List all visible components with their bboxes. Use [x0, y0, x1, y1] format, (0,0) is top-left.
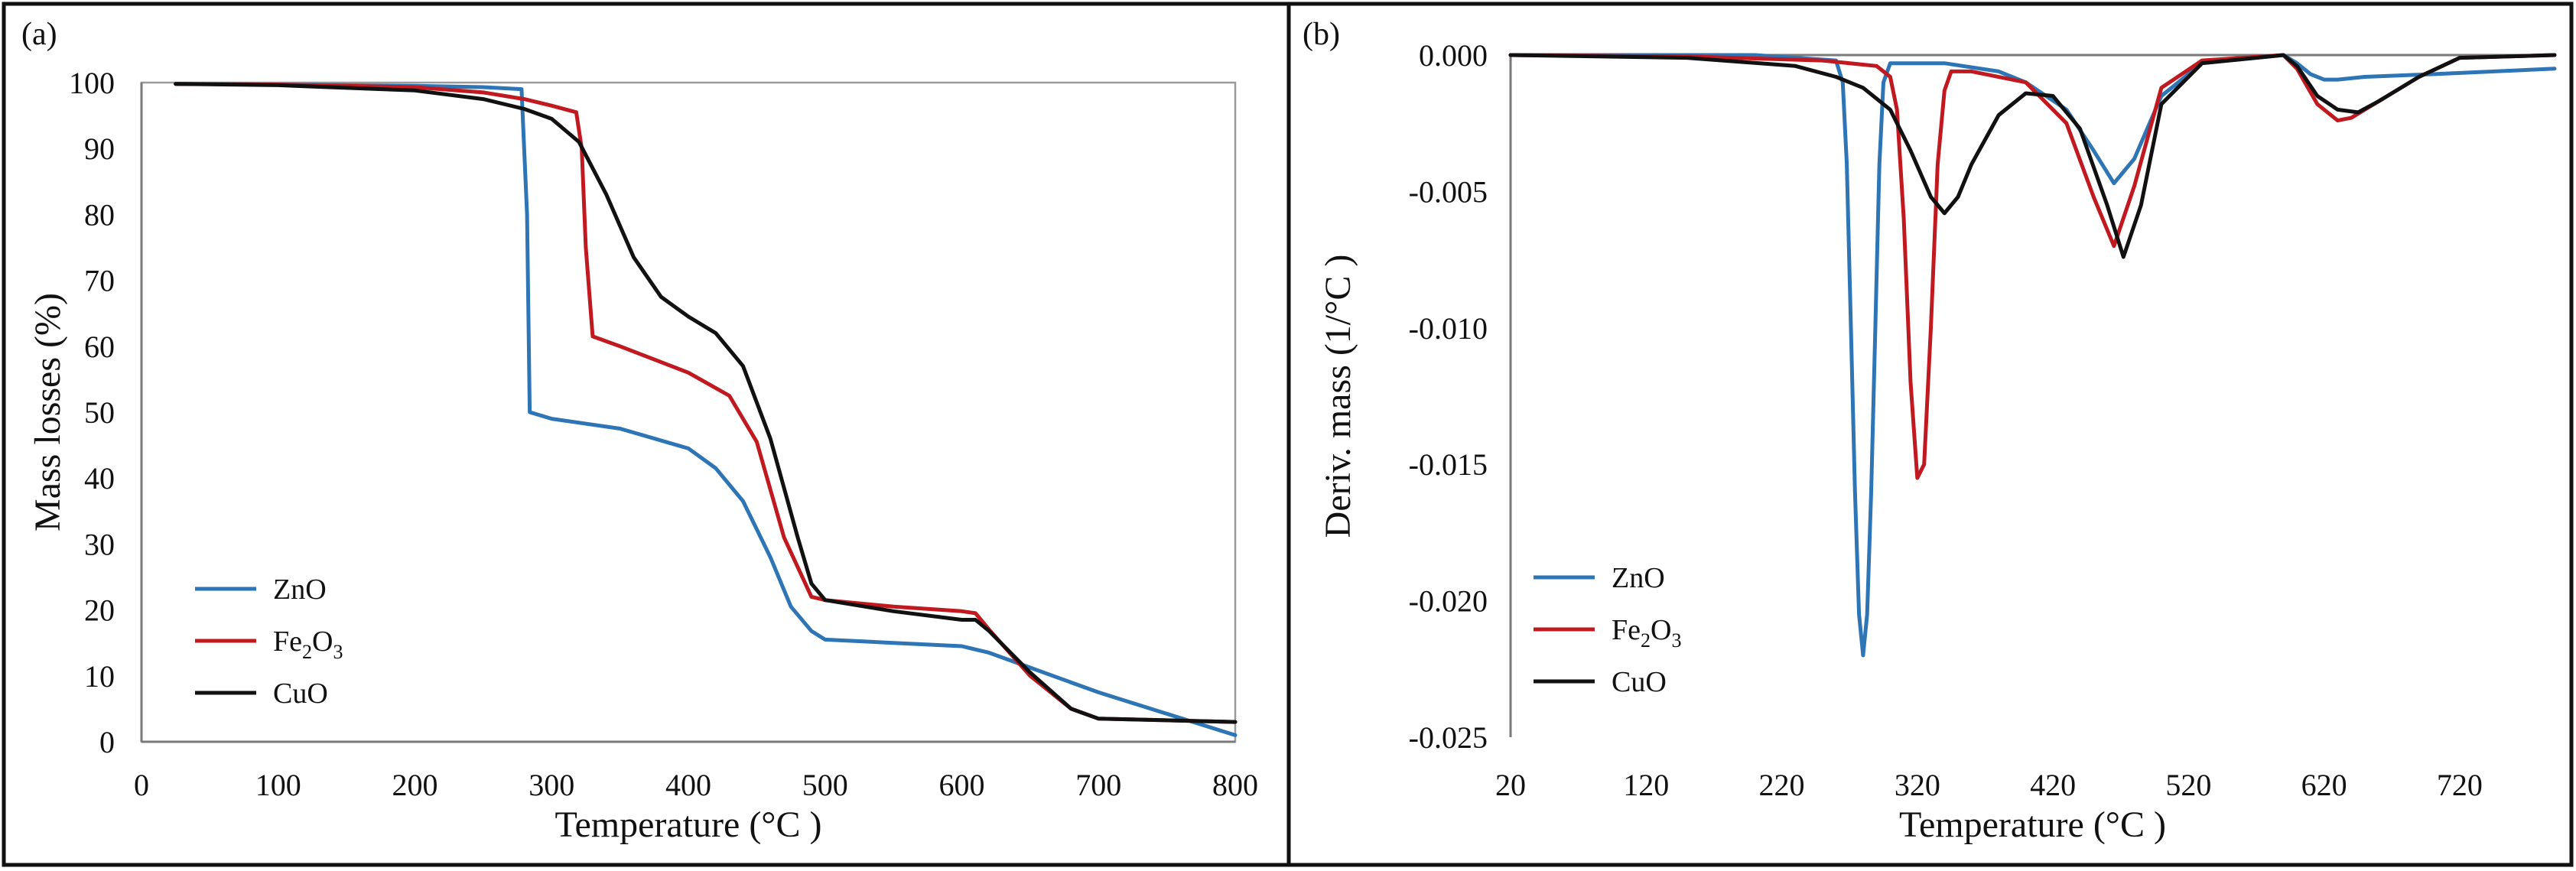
series-line-fe2o3-a	[174, 82, 1238, 724]
y-tick-label-a: 100	[69, 66, 115, 100]
x-tick-label-b: 220	[1759, 768, 1805, 802]
series-line-zno-b	[1508, 53, 2557, 658]
x-tick-label-b: 320	[1895, 768, 1940, 802]
y-tick-label-b: -0.025	[1409, 720, 1488, 755]
y-tick-label-a: 40	[84, 461, 115, 496]
x-tick-label-a: 100	[255, 768, 301, 802]
y-tick-label-a: 0	[99, 725, 115, 759]
legend-label-fe2o3-a: Fe2O3	[273, 626, 343, 663]
y-tick-label-a: 10	[84, 659, 115, 694]
x-axis-title-b: Temperature (°C )	[1899, 804, 2166, 845]
legend-label-cuo-a: CuO	[273, 678, 328, 710]
x-tick-label-a: 300	[529, 768, 574, 802]
x-tick-label-a: 800	[1212, 768, 1258, 802]
x-tick-label-a: 600	[939, 768, 985, 802]
x-tick-label-b: 420	[2030, 768, 2076, 802]
legend-label-zno-a: ZnO	[273, 574, 327, 606]
y-tick-label-a: 30	[84, 527, 115, 561]
x-axis-title-a: Temperature (°C )	[555, 804, 821, 845]
y-tick-label-b: -0.015	[1409, 447, 1488, 482]
series-line-fe2o3-b	[1508, 53, 2557, 480]
series-line-cuo-a	[174, 82, 1238, 724]
x-tick-label-b: 720	[2437, 768, 2483, 802]
x-tick-label-b: 120	[1623, 768, 1669, 802]
y-tick-label-a: 90	[84, 132, 115, 166]
x-tick-label-a: 200	[392, 768, 438, 802]
y-tick-label-b: 0.000	[1419, 38, 1488, 73]
y-tick-label-b: -0.020	[1409, 584, 1488, 619]
series-line-zno-a	[174, 82, 1238, 737]
y-tick-label-a: 80	[84, 197, 115, 232]
panel-b-border	[1286, 2, 2574, 867]
x-tick-label-a: 0	[134, 768, 149, 802]
y-axis-title-a: Mass losses (%)	[28, 293, 68, 531]
y-tick-label-a: 20	[84, 593, 115, 628]
y-tick-label-b: -0.010	[1409, 311, 1488, 346]
x-tick-label-b: 520	[2165, 768, 2211, 802]
legend-label-cuo-b: CuO	[1612, 666, 1667, 698]
legend-label-zno-b: ZnO	[1612, 562, 1665, 594]
panel-a: (a) 0 100 200 300 400 500 600 700 800 0 10 20 30 40 50 6…	[21, 17, 1258, 845]
y-tick-label-a: 50	[84, 395, 115, 430]
panel-b: (b) 20 120 220 320 420 520 620 720 0.000 -0.005 -0.…	[1303, 17, 2557, 845]
x-tick-label-b: 20	[1495, 768, 1526, 802]
panel-label-b: (b)	[1303, 17, 1340, 52]
panel-label-a: (a)	[21, 17, 57, 52]
y-tick-label-a: 70	[84, 264, 115, 298]
y-axis-title-b: Deriv. mass (1/°C )	[1318, 255, 1358, 538]
legend-label-fe2o3-b: Fe2O3	[1612, 614, 1681, 652]
x-tick-label-b: 620	[2301, 768, 2347, 802]
series-line-cuo-b	[1508, 53, 2557, 259]
y-tick-label-b: -0.005	[1409, 174, 1488, 209]
x-tick-label-a: 500	[802, 768, 848, 802]
y-tick-label-a: 60	[84, 330, 115, 364]
x-tick-label-a: 400	[665, 768, 711, 802]
x-tick-label-a: 700	[1075, 768, 1121, 802]
